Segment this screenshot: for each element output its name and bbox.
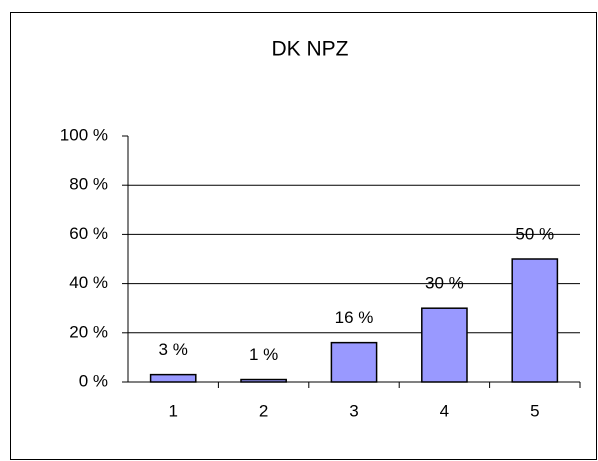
value-label: 16 %: [335, 308, 374, 327]
chart-title: DK NPZ: [271, 38, 348, 61]
bar: [330, 341, 378, 383]
y-tick-label: 40 %: [69, 273, 108, 292]
y-tick-label: 60 %: [69, 224, 108, 243]
bar: [240, 378, 287, 383]
bar: [421, 307, 468, 383]
value-label: 50 %: [515, 224, 554, 243]
value-label: 30 %: [425, 274, 464, 293]
x-tick-label: 3: [349, 401, 358, 420]
x-tick-label: 2: [259, 401, 268, 420]
y-tick-label: 0 %: [79, 371, 108, 390]
y-tick-label: 100 %: [60, 125, 108, 144]
y-tick-label: 80 %: [69, 175, 108, 194]
y-tick-label: 20 %: [69, 322, 108, 341]
x-tick-label: 4: [440, 401, 449, 420]
bar: [149, 373, 197, 383]
value-label: 1 %: [249, 345, 278, 364]
x-tick-label: 5: [530, 401, 539, 420]
bar: [511, 258, 559, 383]
value-label: 3 %: [159, 340, 188, 359]
chart-border: [10, 12, 597, 460]
x-tick-label: 1: [168, 401, 177, 420]
